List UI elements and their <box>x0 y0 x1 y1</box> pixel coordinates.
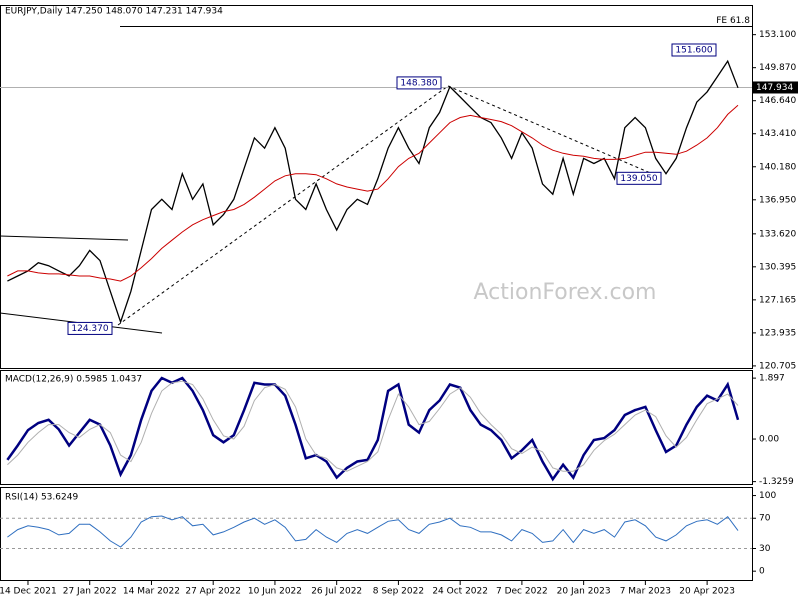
x-tick-label: 27 Apr 2022 <box>185 587 241 597</box>
x-tick-label: 14 Mar 2022 <box>123 587 180 597</box>
annotation-label: 151.600 <box>675 45 712 55</box>
y-tick-label: -1.3259 <box>759 477 794 487</box>
rsi-pane <box>0 487 753 581</box>
series-line <box>7 515 739 548</box>
x-tick-label: 20 Apr 2023 <box>679 587 735 597</box>
y-tick-label: 0 <box>759 567 765 577</box>
macd-pane <box>0 370 753 485</box>
watermark: ActionForex.com <box>474 280 657 305</box>
y-tick-label: 143.410 <box>759 129 796 139</box>
annotation-label: 124.370 <box>71 324 108 334</box>
y-tick-label: 30 <box>759 544 771 554</box>
y-tick-label: 0.00 <box>759 435 779 445</box>
series-line <box>7 104 739 282</box>
y-tick-label: 120.705 <box>759 361 796 371</box>
annotation-label: 148.380 <box>400 78 437 88</box>
annotation-box <box>67 321 113 335</box>
y-tick-label: 153.100 <box>759 30 796 40</box>
y-tick-label: 136.950 <box>759 195 796 205</box>
trend-line <box>447 85 663 179</box>
y-tick-label: 149.870 <box>759 63 796 73</box>
annotation-box <box>616 171 662 185</box>
y-tick-label: 70 <box>759 514 771 524</box>
x-tick-label: 8 Sep 2022 <box>373 587 424 597</box>
x-tick-label: 14 Dec 2021 <box>0 587 57 597</box>
y-tick-label: 123.935 <box>759 328 796 338</box>
x-tick-label: 26 Jul 2022 <box>311 587 362 597</box>
x-tick-label: 7 Mar 2023 <box>620 587 671 597</box>
annotation-label: 139.050 <box>620 174 657 184</box>
y-tick-label: 127.165 <box>759 295 796 305</box>
fe-label: FE 61.8 <box>716 16 750 26</box>
series-line <box>7 59 739 325</box>
trend-line <box>117 85 449 326</box>
annotation-box <box>396 76 442 90</box>
series-line <box>7 380 739 472</box>
indicator-title: MACD(12,26,9) 0.5985 1.0437 <box>5 375 142 385</box>
annotation-box <box>671 43 717 57</box>
indicator-title: RSI(14) 53.6249 <box>5 493 78 503</box>
last-price-label: 147.934 <box>756 83 793 93</box>
x-tick-label: 20 Jan 2023 <box>557 587 611 597</box>
symbol-title: EURJPY,Daily 147.250 148.070 147.231 147… <box>5 7 223 17</box>
y-tick-label: 100 <box>759 491 776 501</box>
y-tick-label: 146.640 <box>759 96 796 106</box>
y-tick-label: 130.395 <box>759 262 796 272</box>
last-price-box <box>752 81 798 94</box>
x-tick-label: 10 Jun 2022 <box>248 587 302 597</box>
channel-line <box>0 235 129 241</box>
series-line <box>6 376 740 482</box>
y-tick-label: 140.180 <box>759 162 796 172</box>
x-tick-label: 7 Dec 2022 <box>496 587 548 597</box>
price-pane <box>0 5 753 369</box>
x-tick-label: 27 Jan 2022 <box>63 587 117 597</box>
x-tick-label: 24 Oct 2022 <box>432 587 488 597</box>
y-tick-label: 133.620 <box>759 229 796 239</box>
y-tick-label: 1.897 <box>759 374 785 384</box>
